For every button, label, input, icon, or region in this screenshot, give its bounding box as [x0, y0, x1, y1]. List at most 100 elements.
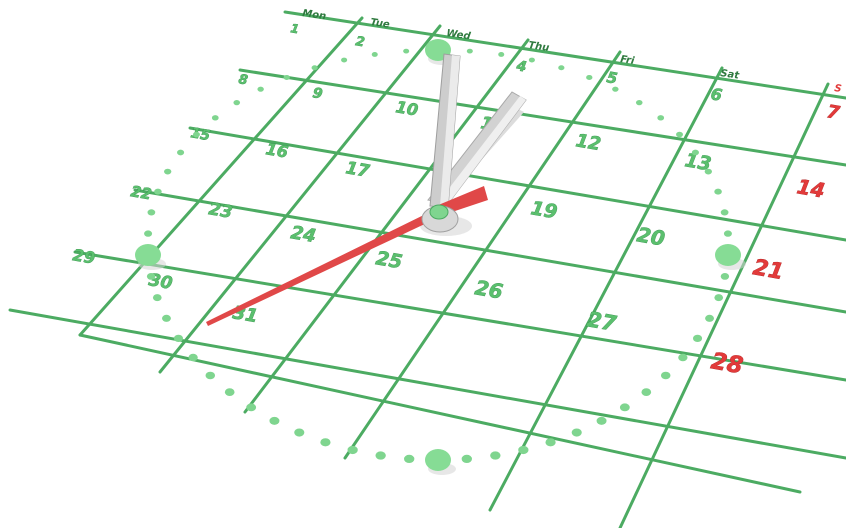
minute-marker [162, 314, 171, 322]
minute-marker [466, 48, 473, 54]
minute-marker [211, 115, 219, 121]
minute-marker [375, 451, 386, 460]
minute-marker [173, 334, 184, 343]
minute-marker [193, 131, 200, 138]
quarter-hour-marker [135, 244, 161, 266]
minute-marker [154, 188, 162, 195]
day-number-15: 15 [189, 125, 211, 144]
minute-marker [545, 438, 556, 447]
day-number-21: 21 [751, 255, 786, 285]
day-number-19: 19 [529, 197, 559, 223]
bottom-edge-line [78, 333, 802, 494]
minute-marker [461, 454, 472, 464]
day-number-27: 27 [585, 307, 618, 336]
day-number-16: 16 [264, 139, 289, 162]
weekday-label-sun: S [834, 83, 843, 95]
day-line-1 [158, 24, 442, 374]
clock-hands [206, 53, 527, 326]
minute-marker [144, 230, 153, 237]
day-numbers: 1234567891011121314151617181920212223242… [71, 21, 842, 380]
day-number-8: 8 [237, 72, 249, 88]
minute-marker [311, 65, 318, 71]
day-line-4 [488, 66, 724, 512]
weekday-label-sat: Sat [720, 68, 741, 82]
minute-marker [571, 428, 582, 437]
second-hand-tail [436, 186, 488, 214]
week-line-1 [238, 68, 846, 167]
minute-marker [586, 74, 593, 80]
minute-marker [723, 230, 732, 237]
second-hand [206, 208, 446, 326]
minute-marker [720, 209, 729, 216]
minute-marker [371, 52, 378, 57]
weekday-label-tue: Tue [370, 17, 391, 31]
day-number-9: 9 [311, 85, 324, 102]
day-line-5 [618, 82, 830, 528]
day-number-17: 17 [344, 158, 371, 182]
day-number-28: 28 [709, 348, 745, 379]
day-number-22: 22 [129, 182, 153, 203]
minute-marker [320, 438, 331, 447]
weekday-label-wed: Wed [446, 28, 472, 42]
day-number-10: 10 [394, 97, 419, 120]
minute-marker [705, 314, 714, 322]
day-number-12: 12 [574, 130, 602, 155]
week-line-2 [188, 126, 846, 242]
week-line-4 [73, 250, 846, 382]
day-number-5: 5 [605, 68, 618, 88]
minute-marker [403, 48, 410, 54]
minute-marker [188, 353, 198, 362]
minute-marker [641, 388, 652, 397]
minute-marker [404, 454, 415, 464]
minute-marker [498, 52, 505, 57]
week-line-5 [8, 308, 846, 460]
day-number-4: 4 [514, 58, 527, 76]
day-number-24: 24 [289, 222, 317, 247]
day-number-7: 7 [825, 101, 841, 124]
weekday-labels: Mon Tue Wed Thu Fri Sat S [302, 8, 843, 95]
minute-marker [714, 294, 724, 302]
week-line-0 [283, 10, 846, 100]
minute-marker [152, 294, 162, 302]
day-number-14: 14 [795, 174, 827, 202]
day-number-20: 20 [635, 222, 667, 250]
day-line-3 [343, 50, 622, 460]
minute-marker [283, 74, 290, 80]
minute-marker [676, 131, 683, 138]
minute-marker [692, 334, 703, 343]
day-number-1: 1 [289, 21, 300, 36]
minute-hand-highlight [440, 55, 460, 208]
minute-marker [691, 149, 699, 156]
calendar-grid [8, 10, 846, 528]
minute-marker [146, 273, 156, 280]
weekday-label-thu: Thu [528, 40, 550, 54]
minute-marker [704, 168, 712, 175]
day-number-29: 29 [71, 245, 96, 268]
minute-marker [490, 451, 501, 460]
day-line-2 [243, 38, 530, 414]
hour-hand-highlight [440, 96, 526, 204]
week-line-3 [133, 188, 846, 314]
minute-marker [518, 445, 529, 455]
day-number-6: 6 [709, 84, 723, 105]
minute-marker [528, 57, 535, 63]
minute-marker [678, 353, 688, 362]
minute-marker [294, 428, 305, 437]
day-number-23: 23 [207, 199, 234, 223]
minute-marker [224, 388, 235, 397]
minute-marker [147, 209, 156, 216]
weekday-label-fri: Fri [620, 54, 636, 67]
quarter-hour-marker [425, 449, 451, 471]
minute-marker [347, 445, 358, 455]
minute-marker [233, 100, 241, 106]
minute-marker [164, 168, 172, 175]
minute-marker [635, 100, 643, 106]
day-number-25: 25 [374, 247, 404, 273]
minute-marker [619, 403, 630, 412]
day-number-2: 2 [354, 34, 366, 50]
hub-cap [429, 204, 449, 220]
minute-marker [177, 149, 185, 156]
minute-marker [341, 57, 348, 63]
minute-marker [246, 403, 257, 412]
